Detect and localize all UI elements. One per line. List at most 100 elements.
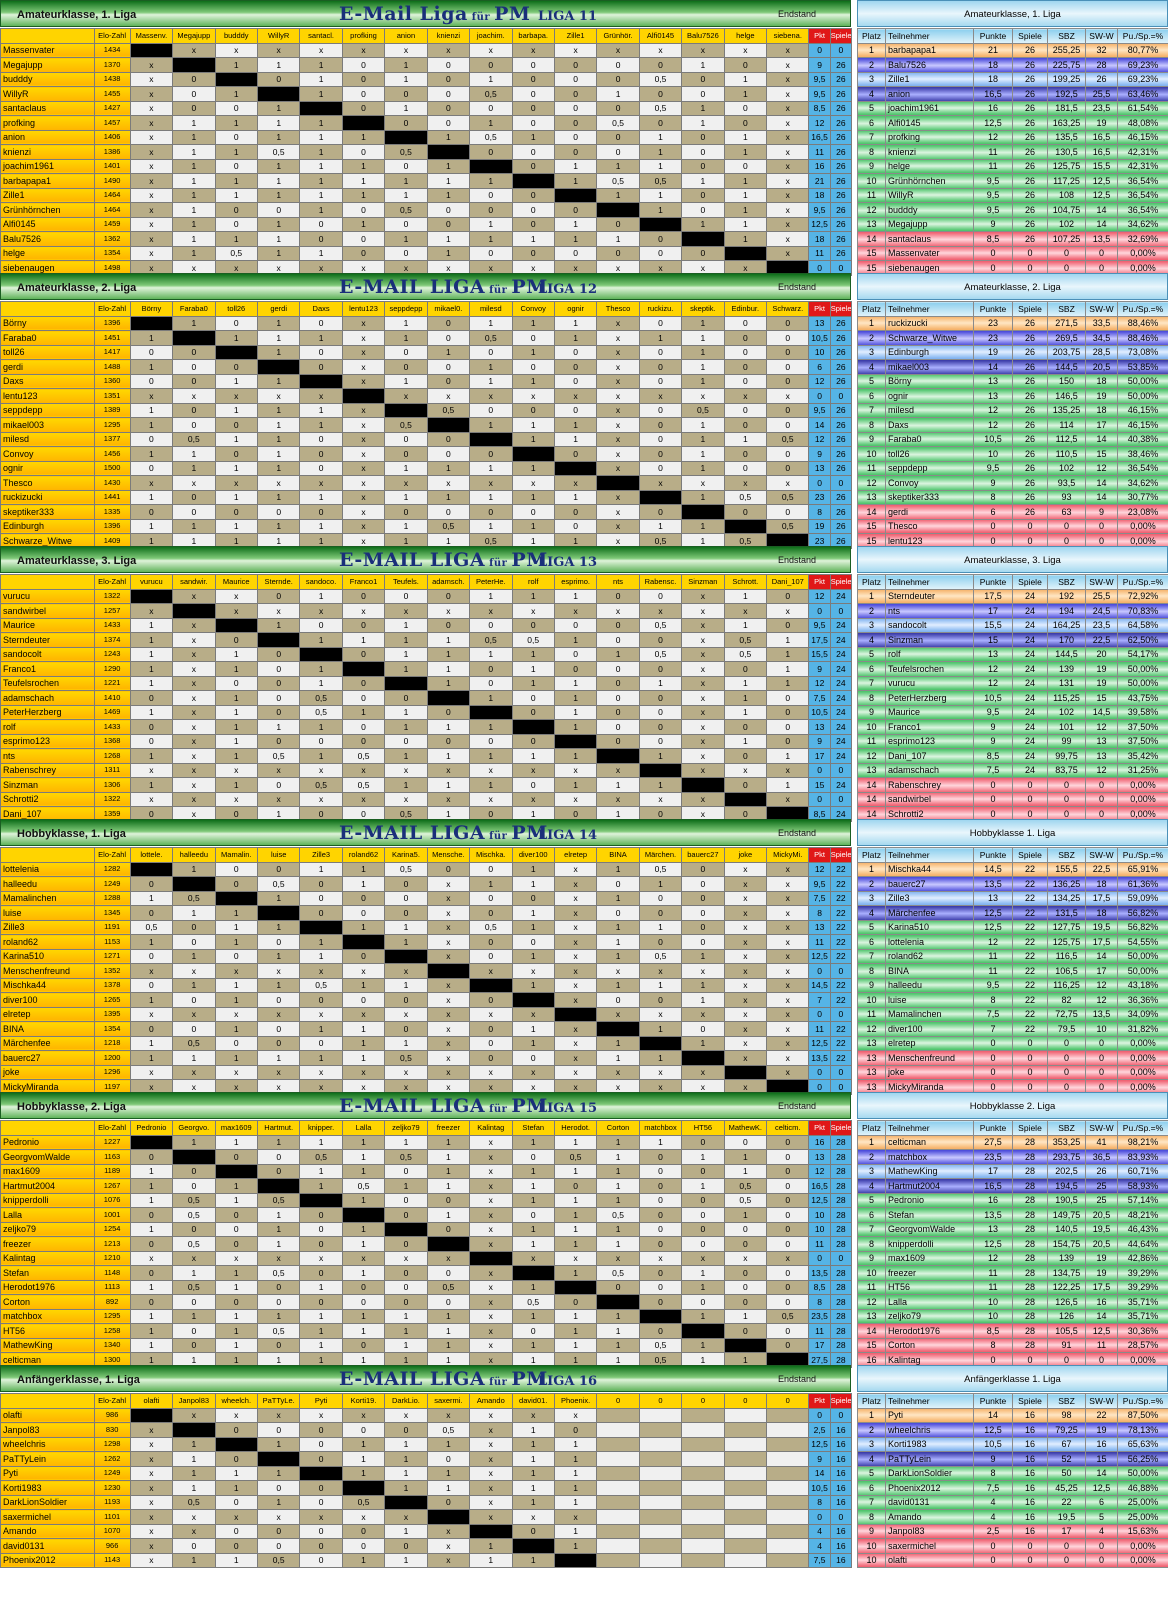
result-cell: 1 — [681, 100, 725, 116]
result-cell: 0 — [214, 1149, 258, 1165]
result-cell: x — [129, 231, 174, 247]
result-cell: x — [469, 1465, 513, 1481]
result-cell: 1 — [766, 777, 810, 793]
sw-w: 17,5 — [1085, 1279, 1118, 1295]
rank: 13 — [857, 216, 886, 232]
result-cell: x — [172, 661, 216, 677]
standings-header-teil: Teilnehmer — [885, 847, 974, 863]
crosstable-row: Zille1 1464 x 1 1 1 1 1 1 1 0 0 1 1 0 1 x 18 26 — [0, 187, 852, 203]
player-name: elretep — [0, 1006, 95, 1022]
header-opponent: Sinzman — [681, 574, 725, 590]
player-name: gerdi — [0, 359, 95, 375]
result-cell: x — [766, 905, 810, 921]
elo-rating: 1221 — [93, 675, 131, 691]
result-cell: x — [172, 806, 216, 822]
result-cell: x — [469, 1323, 513, 1339]
participant: Corton — [885, 1337, 974, 1353]
sw-w: 19 — [1085, 115, 1118, 131]
rank: 8 — [857, 1509, 886, 1525]
result-cell: 0 — [766, 1178, 810, 1194]
points: 17 — [973, 1163, 1013, 1179]
points: 8 — [973, 992, 1013, 1008]
games: 22 — [1012, 1021, 1048, 1037]
result-cell: 1 — [426, 231, 471, 247]
result-cell: 0 — [129, 431, 174, 447]
standings-row: 5 Börny 13 26 150 18 50,00% — [857, 373, 1168, 389]
sw-w: 16,5 — [1085, 129, 1118, 145]
result-cell: 0 — [214, 1221, 258, 1237]
standings-header-platz: Platz — [857, 28, 886, 44]
result-cell — [256, 86, 301, 102]
sbz: 139 — [1047, 1250, 1086, 1266]
participant: Franco1 — [885, 719, 974, 735]
league-number: LIGA 14 — [538, 828, 598, 843]
player-name: PaTTyLein — [0, 1451, 95, 1467]
player-games: 24 — [829, 806, 852, 822]
player-points: 10 — [808, 1221, 831, 1237]
header-spiele: Spiele — [829, 1120, 852, 1136]
result-cell: 0 — [384, 1538, 428, 1554]
participant: Rabenschrey — [885, 777, 974, 793]
sbz: 116,5 — [1047, 948, 1086, 964]
result-cell: 1 — [511, 919, 555, 935]
result-cell: 0 — [256, 646, 301, 662]
player-name: lottelenia — [0, 861, 95, 877]
result-cell: 0 — [766, 315, 810, 331]
result-cell — [723, 791, 768, 807]
result-cell — [766, 1436, 810, 1452]
league-banner: Amateurklasse, 3. Liga E-MAIL LIGA für PM LI… — [0, 546, 851, 573]
result-cell: 1 — [214, 86, 258, 102]
result-cell: 1 — [384, 315, 428, 331]
games: 16 — [1012, 1480, 1048, 1496]
points: 14 — [973, 1407, 1013, 1423]
result-cell — [681, 1480, 725, 1496]
crosstable-row: gerdi 1488 1 0 0 0 x 0 0 1 0 0 x 0 1 0 0 6 26 — [0, 359, 852, 375]
result-cell — [638, 1422, 683, 1438]
player-points: 8,5 — [808, 100, 831, 116]
percentage: 46,15% — [1117, 417, 1168, 433]
result-cell: 0 — [681, 1294, 725, 1310]
participant: budddy — [885, 202, 974, 218]
sbz: 131 — [1047, 675, 1086, 691]
result-cell: 0 — [129, 1294, 174, 1310]
player-points: 18 — [808, 187, 831, 203]
result-cell — [426, 963, 471, 979]
result-cell: x — [384, 791, 428, 807]
result-cell: 0 — [299, 876, 343, 892]
result-cell — [299, 100, 343, 116]
player-name: nts — [0, 748, 95, 764]
sbz: 139 — [1047, 661, 1086, 677]
result-cell: 0 — [596, 1279, 640, 1295]
result-cell: x — [341, 1006, 386, 1022]
player-games: 26 — [829, 100, 852, 116]
result-cell: 0 — [469, 144, 513, 160]
result-cell: x — [511, 1407, 555, 1423]
player-name: ruckizucki — [0, 489, 95, 505]
result-cell: 0 — [553, 129, 598, 145]
result-cell: x — [341, 1509, 386, 1525]
result-cell: 0 — [638, 373, 683, 389]
sw-w: 6 — [1085, 1494, 1118, 1510]
result-cell: 1 — [299, 158, 343, 174]
rank: 4 — [857, 632, 886, 648]
result-cell: 1 — [511, 748, 555, 764]
result-cell: 1 — [638, 518, 683, 534]
elo-rating: 1396 — [93, 518, 131, 534]
result-cell: 0 — [638, 1221, 683, 1237]
crosstable-row: milesd 1377 0 0,5 1 1 0 x 0 0 1 1 x 0 1 1 0,5 12 26 — [0, 431, 852, 447]
result-cell: 1 — [256, 460, 301, 476]
percentage: 61,36% — [1117, 876, 1168, 892]
result-cell: 0,5 — [384, 806, 428, 822]
points: 11 — [973, 158, 1013, 174]
result-cell — [723, 1538, 768, 1554]
player-games: 26 — [829, 431, 852, 447]
rank: 3 — [857, 1163, 886, 1179]
percentage: 54,55% — [1117, 934, 1168, 950]
result-cell: 1 — [299, 861, 343, 877]
result-cell: 0 — [256, 1294, 301, 1310]
result-cell: 0 — [723, 1236, 768, 1252]
rank: 11 — [857, 1006, 886, 1022]
player-name: halleedu — [0, 876, 95, 892]
games: 24 — [1012, 661, 1048, 677]
result-cell: 1 — [681, 977, 725, 993]
